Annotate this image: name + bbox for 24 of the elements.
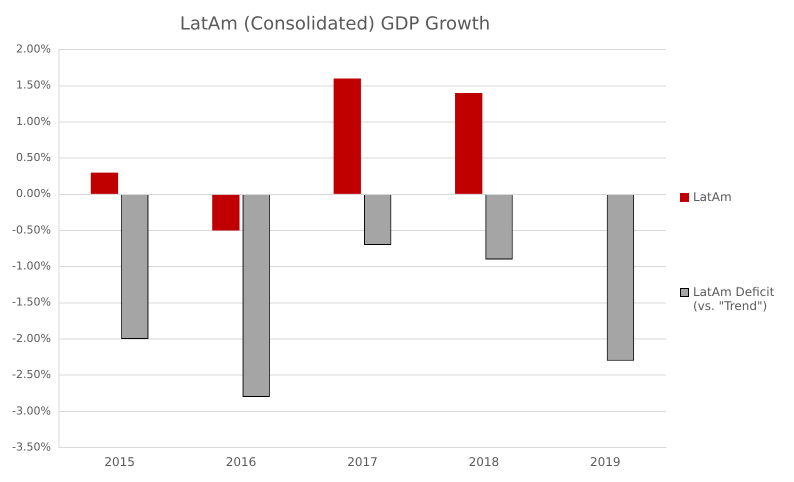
x-tick-label: 2017 (347, 454, 378, 469)
y-tick-label: -1.00% (12, 260, 51, 273)
y-tick-label: -1.50% (12, 296, 51, 309)
legend-label: LatAm Deficit (vs. "Trend") (693, 285, 776, 313)
bar (334, 78, 361, 194)
bar (90, 172, 118, 194)
x-tick-label: 2019 (590, 454, 621, 469)
legend-label: LatAm (693, 190, 733, 204)
y-tick-label: -2.00% (12, 332, 51, 345)
y-tick-label: 0.00% (16, 187, 51, 200)
y-tick-label: -3.00% (12, 404, 51, 418)
bar (212, 194, 240, 231)
y-tick-label: 1.00% (16, 114, 51, 128)
chart-title: LatAm (Consolidated) GDP Growth (180, 13, 490, 34)
y-tick-label: 0.50% (16, 151, 51, 164)
y-tick-label: 2.00% (16, 42, 51, 56)
x-tick-label: 2016 (226, 454, 256, 469)
y-tick-label: -2.50% (12, 368, 51, 382)
bar (455, 93, 482, 194)
y-tick-label: -3.50% (12, 440, 51, 454)
y-tick-label: 1.50% (16, 78, 51, 92)
x-tick-label: 2018 (468, 454, 500, 469)
y-tick-label: -0.50% (12, 223, 51, 236)
x-tick-label: 2015 (104, 454, 135, 469)
